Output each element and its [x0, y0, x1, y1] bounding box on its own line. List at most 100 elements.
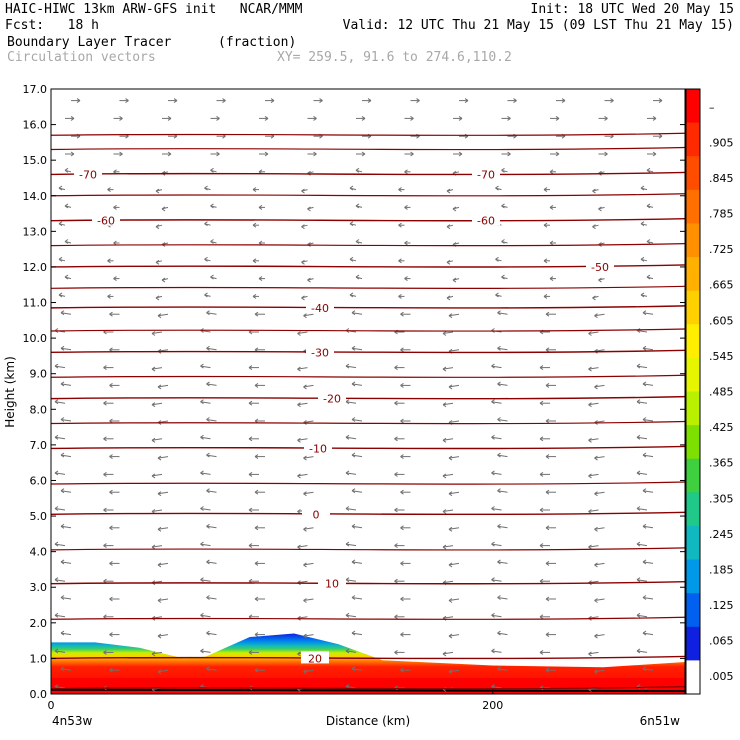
vector-head	[658, 98, 663, 104]
vector-head	[303, 598, 307, 603]
vector-shaft	[303, 491, 314, 495]
vector-head	[636, 399, 641, 405]
vector-shaft	[54, 436, 66, 440]
y-tick-label: 13.0	[23, 225, 48, 238]
vector-head	[297, 473, 301, 479]
vector-head	[545, 489, 550, 495]
vector-head	[448, 633, 453, 639]
y-tick-label: 16.0	[23, 119, 48, 132]
vector-head	[60, 381, 65, 387]
vector-shaft	[54, 614, 66, 618]
vector-shaft	[351, 312, 363, 315]
vector-shaft	[206, 347, 217, 351]
vector-head	[155, 224, 160, 230]
vector-shaft	[588, 402, 599, 406]
vector-shaft	[206, 490, 217, 493]
header-line1-left: HAIC-HIWC 13km ARW-GFS init NCAR/MMM	[5, 2, 303, 17]
vector-head	[592, 224, 596, 230]
colorbar-swatch	[686, 425, 700, 460]
contour-line	[51, 132, 685, 136]
contour-label-bg	[301, 651, 329, 664]
vector-head	[258, 276, 263, 282]
x-start-label: 4n53w	[52, 714, 93, 728]
x-axis: 0 200	[48, 689, 503, 712]
vector-shaft	[448, 384, 460, 388]
vector-shaft	[297, 580, 308, 584]
vector-head	[107, 293, 111, 299]
vector-shaft	[642, 454, 654, 458]
vector-head	[125, 98, 129, 104]
vector-shaft	[594, 456, 605, 459]
vector-shaft	[442, 367, 454, 370]
vector-shaft	[491, 686, 502, 689]
vector-head	[416, 98, 420, 104]
y-tick-label: 0.0	[30, 688, 48, 701]
vector-shaft	[54, 686, 66, 689]
vector-head	[394, 436, 398, 442]
vector-head	[442, 331, 447, 336]
vector-head	[404, 240, 408, 246]
vector-head	[151, 473, 156, 479]
vector-head	[545, 382, 550, 388]
vector-shaft	[588, 367, 599, 370]
vector-shaft	[157, 456, 169, 459]
vector-shaft	[351, 347, 363, 351]
vector-head	[442, 437, 447, 443]
vector-head	[642, 310, 647, 316]
y-axis-label: Height (km)	[3, 356, 17, 427]
vector-head	[155, 259, 160, 265]
vector-head	[109, 560, 113, 566]
contour-label: -10	[309, 442, 327, 455]
vector-head	[594, 455, 598, 461]
vector-head	[394, 400, 398, 406]
vector-head	[157, 633, 162, 639]
vector-head	[442, 402, 447, 408]
vector-head	[345, 648, 350, 654]
vector-shaft	[60, 597, 72, 600]
colorbar-label: .785	[709, 208, 734, 221]
vector-head	[543, 187, 548, 193]
vector-shaft	[54, 401, 66, 404]
vector-head	[501, 239, 505, 244]
vector-head	[248, 436, 253, 442]
vector-shaft	[497, 525, 508, 529]
vector-head	[345, 399, 350, 405]
vector-head	[157, 313, 162, 319]
vector-head	[161, 277, 166, 283]
vector-head	[54, 434, 59, 440]
colorbar: – .905 .845 .785 .725 .665 .605 .545 .485 .425 .36…	[685, 88, 734, 695]
vector-head	[594, 313, 598, 319]
vector-head	[545, 596, 550, 602]
vector-shaft	[345, 614, 357, 618]
vector-head	[204, 185, 208, 191]
colorbar-swatch	[686, 660, 700, 695]
vector-head	[206, 666, 210, 672]
colorbar-swatch	[686, 290, 700, 325]
vector-head	[254, 667, 259, 673]
vector-head	[264, 151, 269, 157]
vector-shaft	[642, 668, 654, 671]
vector-head	[200, 648, 204, 654]
vector-shaft	[642, 312, 654, 315]
tracer-fill-layer	[51, 633, 685, 694]
vector-head	[491, 612, 495, 618]
vector-head	[151, 331, 156, 336]
vector-head	[345, 577, 350, 583]
colorbar-swatch	[686, 257, 700, 292]
vector-head	[400, 311, 404, 317]
vector-head	[103, 436, 107, 442]
colorbar-swatch	[686, 324, 700, 359]
vector-head	[491, 506, 495, 511]
vector-head	[545, 311, 550, 317]
vector-head	[497, 595, 501, 600]
vector-head	[58, 256, 63, 262]
contour-label-bg	[74, 167, 102, 180]
vector-shaft	[54, 365, 66, 369]
vector-shaft	[448, 634, 460, 637]
vector-shaft	[60, 419, 72, 422]
vector-head	[204, 221, 208, 227]
vector-head	[640, 292, 645, 298]
vector-shaft	[497, 454, 508, 458]
vector-head	[157, 526, 162, 532]
vector-shaft	[303, 562, 314, 566]
